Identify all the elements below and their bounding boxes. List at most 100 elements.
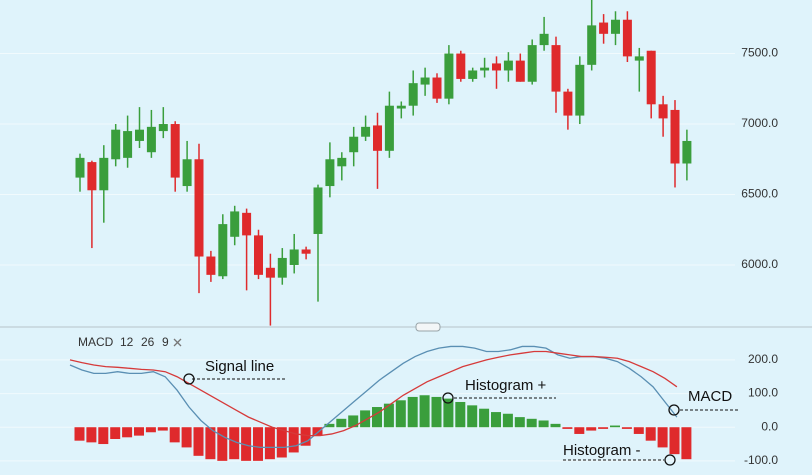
candle-body [599, 22, 609, 34]
y-tick-label: -100.0 [744, 453, 778, 467]
histogram-bar [550, 423, 561, 428]
histogram-bar [491, 412, 501, 428]
histogram-bar [419, 395, 430, 428]
candle-body [539, 33, 549, 46]
candle-body [563, 91, 573, 116]
histogram-bar [431, 396, 442, 428]
histogram-bar [526, 418, 537, 428]
histogram-bar [514, 417, 525, 428]
macd-line [69, 345, 678, 449]
divider-handle[interactable] [415, 322, 441, 332]
candle-body [515, 60, 525, 82]
candle-body [492, 63, 501, 71]
histogram-bar [169, 427, 180, 443]
histogram-bar [110, 427, 121, 439]
histogram-bar [253, 427, 263, 461]
histogram-bar [669, 427, 680, 455]
annotation: Signal line [205, 358, 274, 375]
histogram-bar [383, 403, 394, 428]
annotation: Histogram + [465, 377, 547, 394]
histogram-bar [348, 415, 359, 428]
histogram-bar [610, 425, 620, 428]
candle-body [158, 124, 168, 132]
candle-body [384, 105, 394, 151]
y-tick-label: 200.0 [748, 352, 778, 366]
histogram-bar [145, 427, 156, 433]
candle-body [503, 60, 513, 71]
candle-body [444, 53, 454, 99]
histogram-bar [181, 427, 192, 448]
histogram-bar [645, 427, 656, 441]
annotation: MACD [688, 388, 732, 405]
histogram-bar [372, 407, 382, 428]
candle-body [432, 77, 442, 99]
histogram-bar [98, 427, 109, 445]
candle-body [658, 104, 668, 119]
candle-body [551, 45, 561, 92]
candle-body [111, 129, 121, 160]
histogram-bar [586, 427, 597, 431]
histogram-bar [229, 427, 240, 460]
candle-body [611, 19, 620, 34]
candle-body [682, 140, 692, 164]
histogram-bar [74, 427, 85, 441]
candle-body [289, 249, 299, 265]
histogram-bar [312, 427, 323, 436]
candle-body [146, 126, 156, 153]
histogram-bar [336, 418, 347, 428]
signal-line [69, 350, 678, 437]
histogram-bar [217, 427, 228, 461]
candle-body [242, 212, 252, 236]
candle-body [277, 257, 287, 278]
histogram-bar [479, 408, 490, 428]
histogram-bar [621, 427, 632, 429]
histogram-bar [205, 427, 216, 460]
histogram-bar [598, 427, 609, 429]
candle-body [408, 83, 418, 106]
candle-body [254, 235, 263, 275]
annotation-marker [668, 404, 680, 416]
candle-body [575, 64, 585, 116]
histogram-bar [276, 427, 287, 458]
candle-body [468, 70, 478, 79]
candle-body [337, 157, 347, 167]
annotation-marker [183, 373, 195, 385]
histogram-bar [633, 427, 644, 434]
histogram-bar [455, 401, 466, 428]
y-tick-label: 7500.0 [741, 46, 778, 60]
candle-body [587, 25, 597, 65]
histogram-bar [407, 396, 418, 428]
histogram-bar [538, 420, 549, 428]
candle-body [670, 109, 680, 164]
candle-body [361, 126, 371, 137]
histogram-bar [443, 398, 454, 428]
histogram-bar [681, 427, 692, 460]
annotation: Histogram - [563, 442, 641, 459]
histogram-bar [241, 427, 252, 461]
histogram-bar [193, 427, 204, 456]
histogram-bar [122, 427, 133, 438]
indicator-param: 26 [141, 335, 155, 349]
histogram-bar [134, 427, 144, 436]
histogram-bar [324, 423, 335, 428]
candle-body [634, 56, 644, 61]
y-tick-label: 0.0 [761, 419, 778, 433]
candle-body [123, 131, 133, 158]
candle-body [135, 129, 144, 141]
candle-body [182, 159, 192, 187]
candle-body [87, 162, 97, 191]
indicator-param: 9 [162, 335, 169, 349]
candle-body [99, 157, 109, 191]
histogram-bar [264, 427, 275, 460]
histogram-bar [467, 405, 478, 428]
candle-body [325, 159, 335, 187]
histogram-bar [574, 427, 585, 434]
histogram-bar [395, 400, 406, 428]
candle-body [230, 211, 240, 237]
histogram-bar [86, 427, 97, 443]
close-icon[interactable] [173, 338, 182, 347]
histogram-bar [360, 410, 371, 428]
